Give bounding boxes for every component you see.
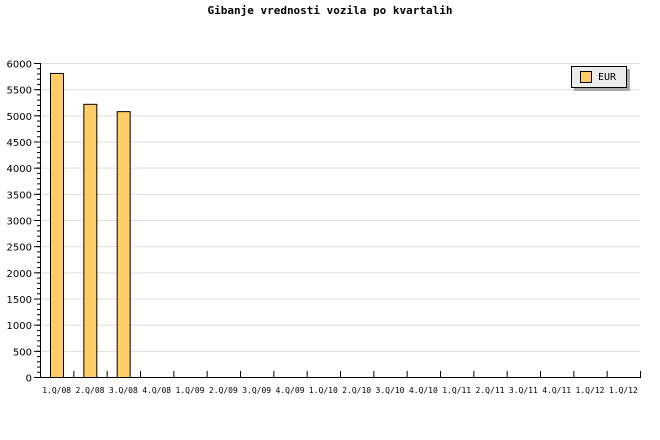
x-tick-label: 4.Q/11 [542, 386, 571, 395]
x-tick-label: 2.Q/09 [209, 386, 238, 395]
y-tick-label: 1500 [7, 295, 32, 306]
bar [116, 111, 131, 378]
y-tick-label: 2000 [7, 269, 32, 280]
x-tick-label: 4.Q/10 [409, 386, 438, 395]
y-tick-label: 0 [26, 374, 32, 385]
legend-label: EUR [598, 71, 617, 83]
y-tick-label: 1000 [7, 321, 32, 332]
x-tick-label: 1.Q/11 [442, 386, 471, 395]
y-tick-label: 4500 [7, 138, 32, 149]
x-tick-label: 1.Q/09 [176, 386, 205, 395]
x-tick-label: 4.Q/09 [276, 386, 305, 395]
y-tick-label: 4000 [7, 164, 32, 175]
y-tick-label: 5000 [7, 112, 32, 123]
x-tick-label: 3.Q/09 [242, 386, 271, 395]
bar [50, 72, 64, 379]
x-tick-label: 4.Q/08 [142, 386, 171, 395]
x-tick-label: 1.Q/12 [576, 386, 605, 395]
y-tick-label: 5500 [7, 86, 32, 97]
x-tick-label: 2.Q/10 [342, 386, 371, 395]
x-tick-label: 2.Q/08 [76, 386, 105, 395]
y-tick-label: 500 [13, 347, 32, 358]
x-tick-label: 1.Q/10 [309, 386, 338, 395]
y-tick-label: 2500 [7, 243, 32, 254]
x-tick-label: 3.Q/08 [109, 386, 138, 395]
x-tick-label: 1.Q/12 [609, 386, 638, 395]
x-tick-label: 3.Q/11 [509, 386, 538, 395]
x-tick-label: 2.Q/11 [476, 386, 505, 395]
x-tick-label: 3.Q/10 [376, 386, 405, 395]
x-tick-label: 1.Q/08 [42, 386, 71, 395]
bar [83, 103, 98, 378]
legend-swatch [580, 71, 592, 83]
legend: EUR [571, 66, 627, 88]
chart-title: Gibanje vrednosti vozila po kvartalih [207, 4, 453, 17]
y-tick-label: 6000 [7, 60, 32, 71]
y-tick-label: 3500 [7, 190, 32, 201]
y-tick-label: 3000 [7, 217, 32, 228]
